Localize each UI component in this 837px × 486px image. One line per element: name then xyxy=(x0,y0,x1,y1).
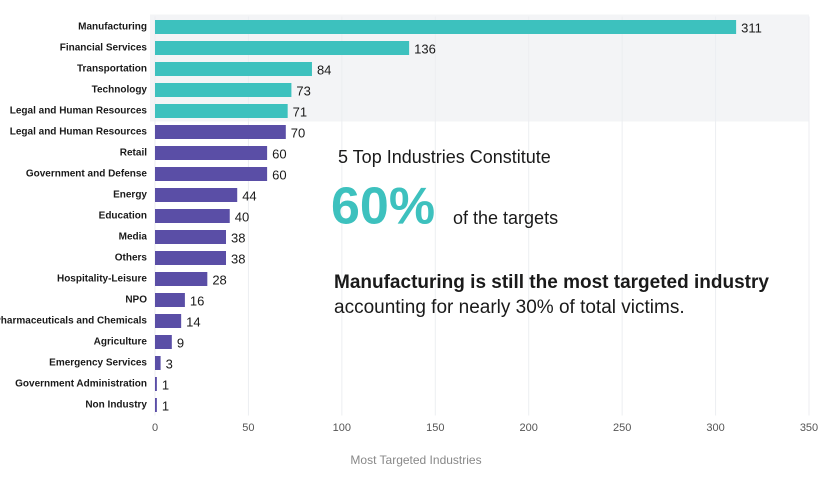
annotation-line: Manufacturing is still the most targeted… xyxy=(334,272,769,293)
bar xyxy=(155,41,410,55)
bar xyxy=(155,272,208,286)
value-label: 28 xyxy=(212,272,226,287)
value-label: 1 xyxy=(162,377,169,392)
bar xyxy=(155,314,182,328)
value-label: 71 xyxy=(293,104,307,119)
value-label: 136 xyxy=(414,41,436,56)
bar xyxy=(155,20,737,34)
x-tick-label: 200 xyxy=(520,422,538,434)
bar xyxy=(155,62,312,76)
bar xyxy=(155,209,230,223)
y-tick-label: Non Industry xyxy=(85,400,147,411)
x-tick-label: 50 xyxy=(242,422,254,434)
x-tick-label: 300 xyxy=(706,422,724,434)
y-tick-label: Hospitality-Leisure xyxy=(57,274,147,285)
value-label: 60 xyxy=(272,167,286,182)
y-tick-label: Energy xyxy=(113,190,147,201)
value-label: 70 xyxy=(291,125,305,140)
bar xyxy=(155,83,292,97)
y-tick-label: Transportation xyxy=(77,64,147,75)
value-label: 3 xyxy=(166,356,173,371)
value-label: 38 xyxy=(231,251,245,266)
y-tick-label: Technology xyxy=(92,85,148,96)
bar xyxy=(155,230,227,244)
x-tick-label: 350 xyxy=(800,422,818,434)
x-tick-label: 250 xyxy=(613,422,631,434)
bar xyxy=(155,251,227,265)
value-label: 1 xyxy=(162,398,169,413)
value-label: 16 xyxy=(190,293,204,308)
bar xyxy=(155,377,157,391)
bar xyxy=(155,104,288,118)
value-label: 84 xyxy=(317,62,331,77)
bar xyxy=(155,167,268,181)
y-tick-label: Media xyxy=(119,232,148,243)
x-axis-title: Most Targeted Industries xyxy=(350,453,481,467)
value-label: 40 xyxy=(235,209,249,224)
y-tick-label: Agriculture xyxy=(94,337,148,348)
x-tick-label: 100 xyxy=(333,422,351,434)
value-label: 38 xyxy=(231,230,245,245)
y-tick-label: Manufacturing xyxy=(78,22,147,33)
bar xyxy=(155,356,161,370)
value-label: 60 xyxy=(272,146,286,161)
y-tick-label: Legal and Human Resources xyxy=(10,127,148,138)
y-tick-label: Government Administration xyxy=(15,379,147,390)
y-tick-label: Financial Services xyxy=(60,43,148,54)
value-label: 14 xyxy=(186,314,200,329)
bar xyxy=(155,335,172,349)
y-tick-label: Government and Defense xyxy=(26,169,148,180)
y-tick-label: Others xyxy=(115,253,148,264)
bar xyxy=(155,293,185,307)
annotation-suffix: of the targets xyxy=(453,208,558,228)
value-label: 73 xyxy=(296,83,310,98)
y-tick-label: NPO xyxy=(125,295,147,306)
y-tick-label: Legal and Human Resources xyxy=(10,106,148,117)
value-label: 44 xyxy=(242,188,256,203)
y-tick-label: Emergency Services xyxy=(49,358,147,369)
y-tick-label: Education xyxy=(99,211,147,222)
value-label: 9 xyxy=(177,335,184,350)
value-label: 311 xyxy=(741,20,762,35)
x-tick-label: 150 xyxy=(426,422,444,434)
bar xyxy=(155,146,268,160)
annotation-heading: 5 Top Industries Constitute xyxy=(338,147,551,167)
bar xyxy=(155,188,238,202)
annotation-line: accounting for nearly 30% of total victi… xyxy=(334,297,685,318)
x-tick-label: 0 xyxy=(152,422,158,434)
bar xyxy=(155,398,157,412)
annotation-big: 60% xyxy=(331,178,435,236)
y-tick-label: Retail xyxy=(120,148,147,159)
y-tick-label: Pharmaceuticals and Chemicals xyxy=(0,316,147,327)
bar xyxy=(155,125,286,139)
